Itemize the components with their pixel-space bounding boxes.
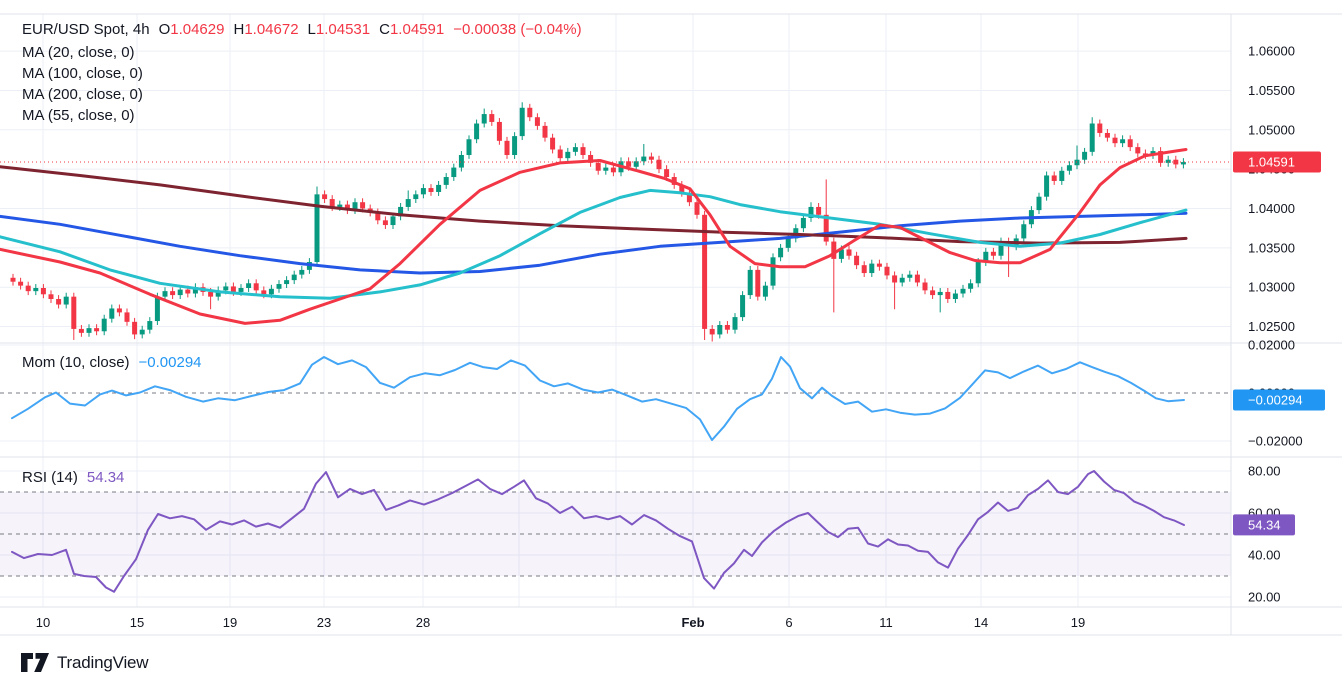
svg-text:20.00: 20.00 (1248, 590, 1281, 605)
svg-text:19: 19 (1071, 615, 1085, 630)
svg-text:1.03000: 1.03000 (1248, 280, 1295, 295)
rsi-pane (0, 491, 1231, 577)
ma20-label: MA (20, close, 0) (22, 44, 135, 61)
rsi-value: 54.34 (86, 469, 125, 486)
ma55-line (0, 188, 1188, 300)
momentum-label: Mom (10, close) (22, 354, 130, 371)
momentum-value-badge: −0.00294 (1233, 389, 1325, 411)
ma200-label: MA (200, close, 0) (22, 86, 143, 103)
svg-text:1.05000: 1.05000 (1248, 122, 1295, 137)
svg-text:80.00: 80.00 (1248, 464, 1281, 479)
svg-text:40.00: 40.00 (1248, 548, 1281, 563)
momentum-value: −0.00294 (138, 354, 202, 371)
change-value: −0.00038 (−0.04%) (453, 21, 582, 38)
svg-text:1.02500: 1.02500 (1248, 319, 1295, 334)
rsi-legend-row[interactable]: RSI (14) 54.34 (22, 469, 124, 486)
grid-lines (0, 14, 1231, 607)
low-value: L 1.04531 (307, 21, 371, 38)
ma20-line (0, 148, 1188, 325)
ma55-label: MA (55, close, 0) (22, 107, 135, 124)
svg-text:54.34: 54.34 (1248, 517, 1281, 532)
time-axis[interactable]: 10 15 19 23 28 Feb 6 11 14 19 (36, 615, 1085, 630)
svg-text:1.04000: 1.04000 (1248, 201, 1295, 216)
tradingview-logo-text: TradingView (57, 652, 149, 672)
svg-text:−0.00294: −0.00294 (1248, 393, 1303, 408)
price-axis: 1.060001.055001.050001.045001.040001.035… (1248, 44, 1295, 334)
rsi-label: RSI (14) (22, 469, 78, 486)
svg-text:1.04591: 1.04591 (1248, 155, 1295, 170)
svg-text:6: 6 (785, 615, 792, 630)
ma100-label: MA (100, close, 0) (22, 65, 143, 82)
symbol-title: EUR/USD Spot, 4h (22, 21, 150, 38)
svg-text:1.05500: 1.05500 (1248, 83, 1295, 98)
svg-text:19: 19 (223, 615, 237, 630)
svg-text:1.03500: 1.03500 (1248, 240, 1295, 255)
tradingview-logo[interactable]: TradingView (20, 652, 149, 673)
open-value: O 1.04629 (158, 21, 225, 38)
svg-text:23: 23 (317, 615, 331, 630)
symbol-legend-row[interactable]: EUR/USD Spot, 4h O 1.04629 H 1.04672 L 1.04… (22, 17, 582, 42)
close-value: C 1.04591 (379, 21, 445, 38)
svg-text:0.02000: 0.02000 (1248, 338, 1295, 353)
svg-text:11: 11 (879, 615, 893, 630)
ma100-line (0, 211, 1188, 275)
chart-legend: EUR/USD Spot, 4h O 1.04629 H 1.04672 L 1.04… (22, 17, 582, 126)
svg-text:14: 14 (974, 615, 988, 630)
svg-text:15: 15 (130, 615, 144, 630)
svg-text:10: 10 (36, 615, 50, 630)
momentum-line (11, 356, 1185, 441)
last-price-badge: 1.04591 (1233, 151, 1321, 173)
rsi-value-badge: 54.34 (1233, 514, 1295, 536)
rsi-line (11, 470, 1185, 593)
high-value: H 1.04672 (233, 21, 299, 38)
ma55-legend-row[interactable]: MA (55, close, 0) (22, 105, 582, 126)
ma100-legend-row[interactable]: MA (100, close, 0) (22, 63, 582, 84)
pane-separators (0, 13, 1342, 636)
svg-text:1.06000: 1.06000 (1248, 44, 1295, 59)
ma200-line (0, 165, 1188, 245)
ma200-legend-row[interactable]: MA (200, close, 0) (22, 84, 582, 105)
svg-text:28: 28 (416, 615, 430, 630)
svg-text:−0.02000: −0.02000 (1248, 434, 1303, 449)
svg-text:Feb: Feb (681, 615, 704, 630)
tradingview-logo-icon (21, 653, 49, 672)
ma20-legend-row[interactable]: MA (20, close, 0) (22, 42, 582, 63)
momentum-legend-row[interactable]: Mom (10, close) −0.00294 (22, 354, 202, 371)
